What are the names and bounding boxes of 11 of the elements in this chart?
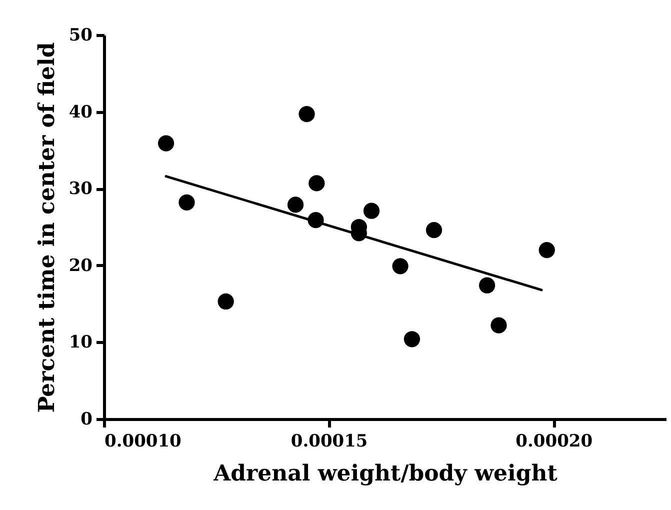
x-tick-label: 0.00015 [290, 432, 368, 452]
x-tick-label: 0.00010 [104, 432, 182, 452]
y-tick-label: 10 [68, 332, 93, 353]
x-axis-title: Adrenal weight/body weight [212, 460, 558, 486]
y-tick-label: 20 [68, 256, 93, 276]
y-tick-label: 40 [68, 102, 93, 122]
y-tick-label: 50 [68, 26, 93, 46]
y-tick-label: 30 [68, 179, 93, 200]
x-tick-label: 0.00020 [516, 432, 593, 452]
y-tick-label: 0 [80, 410, 93, 430]
y-axis-title: Percent time in center of field [34, 42, 60, 413]
